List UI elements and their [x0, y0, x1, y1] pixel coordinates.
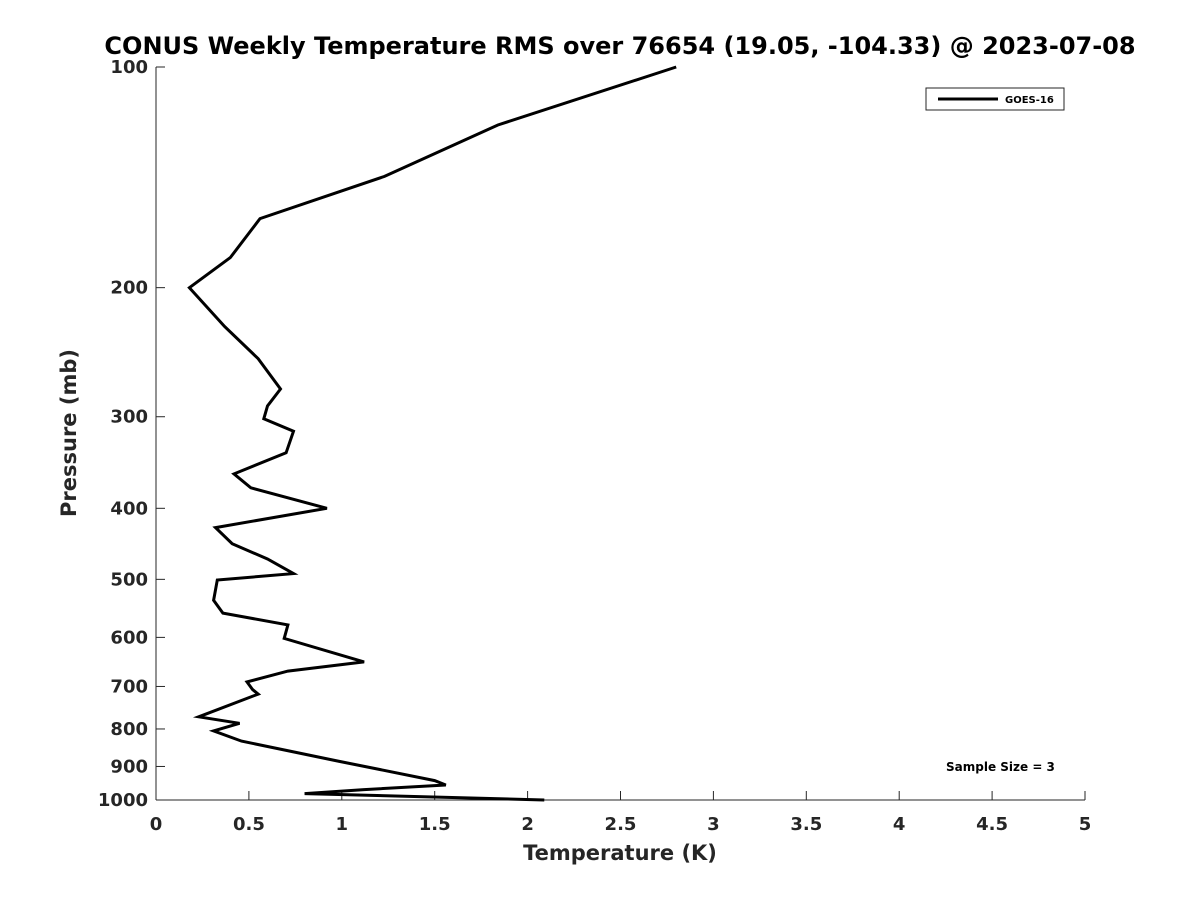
y-tick-label: 700 [110, 676, 148, 697]
sample-size-annotation: Sample Size = 3 [946, 760, 1055, 774]
y-axis-label: Pressure (mb) [57, 349, 81, 517]
x-tick-label: 5 [1079, 814, 1092, 835]
y-tick-label: 600 [110, 627, 148, 648]
x-ticks: 0 0.5 1 1.5 2 2.5 3 3.5 4 4.5 5 [150, 791, 1092, 835]
y-tick-label: 800 [110, 719, 148, 740]
y-tick-label: 500 [110, 569, 148, 590]
x-tick-label: 4 [893, 814, 906, 835]
chart-title: CONUS Weekly Temperature RMS over 76654 … [104, 32, 1135, 60]
x-tick-label: 3 [707, 814, 720, 835]
x-tick-label: 4.5 [976, 814, 1008, 835]
x-tick-label: 0 [150, 814, 163, 835]
legend-label-goes-16: GOES-16 [1005, 95, 1054, 106]
y-ticks: 100 200 300 400 500 600 700 800 900 1000 [98, 57, 165, 811]
series-line-goes-16 [187, 65, 677, 802]
y-tick-label: 1000 [98, 790, 148, 811]
y-tick-label: 400 [110, 498, 148, 519]
y-tick-label: 300 [110, 407, 148, 428]
y-tick-label: 900 [110, 756, 148, 777]
y-tick-label: 200 [110, 278, 148, 299]
y-tick-label: 100 [110, 57, 148, 78]
legend: GOES-16 [925, 87, 1065, 111]
x-tick-label: 2.5 [605, 814, 637, 835]
series-layer [187, 65, 677, 802]
x-tick-label: 2 [521, 814, 534, 835]
x-tick-label: 3.5 [790, 814, 822, 835]
x-tick-label: 1 [336, 814, 349, 835]
x-tick-label: 1.5 [419, 814, 451, 835]
x-tick-label: 0.5 [233, 814, 265, 835]
x-axis-label: Temperature (K) [523, 841, 717, 865]
